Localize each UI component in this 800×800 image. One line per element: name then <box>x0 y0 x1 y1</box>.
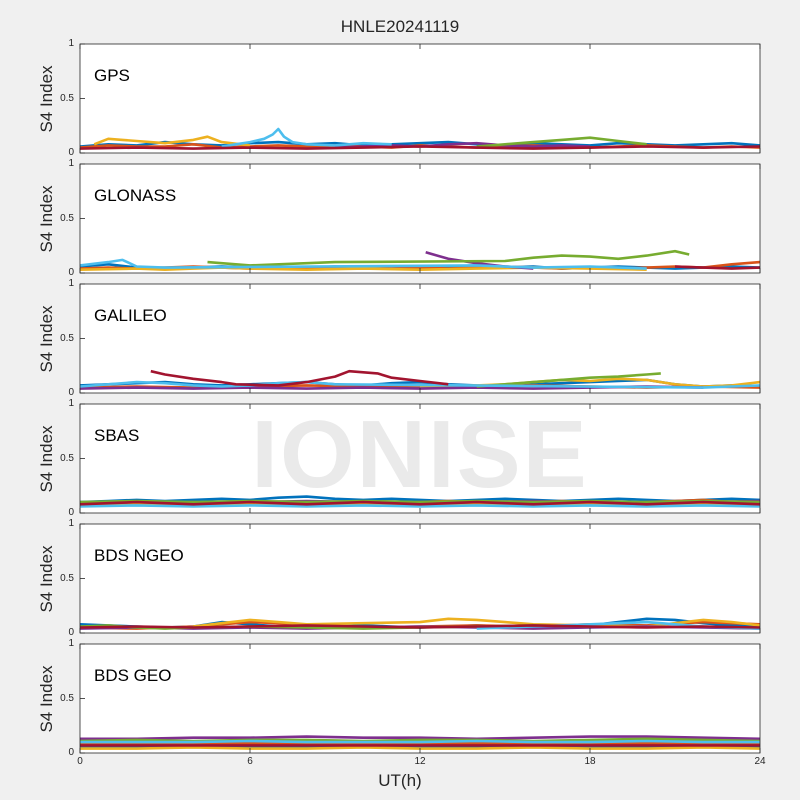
y-tick-label: 1 <box>68 38 74 49</box>
y-tick-label: 0 <box>68 747 74 758</box>
series-line-2 <box>93 135 251 147</box>
panel-background <box>80 404 760 513</box>
y-tick-label: 0.5 <box>60 212 74 224</box>
panel-label: GALILEO <box>94 306 167 325</box>
y-tick-label: 0.5 <box>60 452 74 464</box>
panel-label: GPS <box>94 66 130 85</box>
x-tick-label: 6 <box>247 756 253 767</box>
series-line-5 <box>80 739 760 744</box>
y-tick-label: 0 <box>68 507 74 518</box>
series-line-6 <box>79 500 761 506</box>
panel-label: SBAS <box>94 426 140 445</box>
y-tick-label: 1 <box>68 638 74 649</box>
y-axis-label: S4 Index <box>37 664 56 733</box>
series-line-6 <box>674 265 761 270</box>
y-tick-label: 0.5 <box>60 572 74 584</box>
series-line-2 <box>193 617 761 628</box>
series-line-4 <box>476 136 647 148</box>
series-line-6 <box>79 624 761 629</box>
y-tick-label: 1 <box>68 518 74 529</box>
y-tick-label: 1 <box>68 158 74 169</box>
series-line-5 <box>79 504 761 508</box>
y-tick-label: 0 <box>68 627 74 638</box>
y-tick-label: 0 <box>68 267 74 278</box>
y-tick-label: 0.5 <box>60 692 74 704</box>
panel-background <box>80 644 760 753</box>
y-tick-label: 0 <box>68 387 74 398</box>
x-tick-label: 24 <box>754 756 766 767</box>
series-line-6 <box>79 145 761 150</box>
series-line-3 <box>80 735 761 741</box>
x-tick-label: 0 <box>77 756 83 767</box>
series-line-6 <box>150 369 449 387</box>
y-tick-label: 1 <box>68 398 74 409</box>
x-tick-label: 12 <box>414 756 426 767</box>
series-line-4 <box>79 499 761 504</box>
panel-background <box>80 44 760 153</box>
panel-background <box>80 524 760 633</box>
series-line-3 <box>334 141 591 149</box>
panel-label: BDS NGEO <box>94 546 184 565</box>
x-tick-label: 18 <box>584 756 596 767</box>
chart-title: HNLE20241119 <box>340 17 460 36</box>
series-line-4 <box>476 372 661 388</box>
series-line-4 <box>207 249 690 267</box>
y-tick-label: 1 <box>68 278 74 289</box>
x-axis-label: UT(h) <box>378 771 422 790</box>
series-line-5 <box>79 258 647 270</box>
panel-label: GLONASS <box>94 186 177 205</box>
y-tick-label: 0.5 <box>60 332 74 344</box>
series-line-0 <box>79 495 761 504</box>
y-tick-label: 0 <box>68 147 74 158</box>
series-line-5 <box>221 127 392 148</box>
panel-label: BDS GEO <box>94 666 172 685</box>
y-tick-label: 0.5 <box>60 92 74 104</box>
